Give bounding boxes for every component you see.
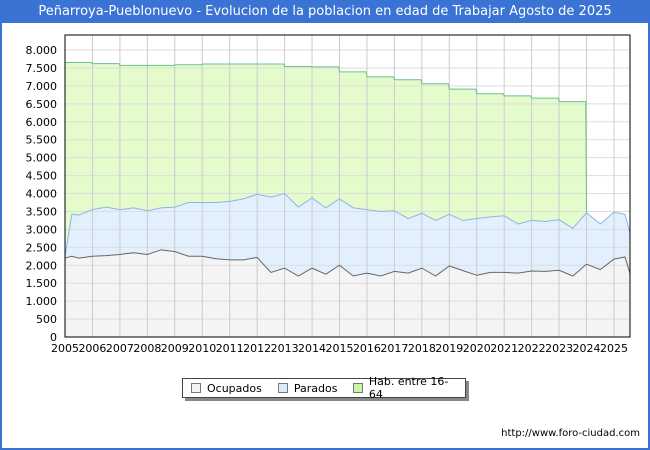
legend-swatch-ocupados bbox=[191, 383, 201, 393]
x-tick-label: 2024 bbox=[573, 342, 601, 355]
x-tick-label: 2014 bbox=[298, 342, 326, 355]
y-tick-label: 1.500 bbox=[26, 277, 58, 290]
x-tick-label: 2012 bbox=[243, 342, 271, 355]
series-line-hab bbox=[65, 62, 588, 213]
x-tick-label: 2006 bbox=[78, 342, 106, 355]
x-tick-label: 2011 bbox=[216, 342, 244, 355]
legend-item-ocupados: Ocupados bbox=[191, 382, 262, 395]
y-tick-label: 8.000 bbox=[26, 44, 58, 57]
y-tick-label: 2.000 bbox=[26, 259, 58, 272]
x-tick-label: 2021 bbox=[490, 342, 518, 355]
y-tick-label: 3.500 bbox=[26, 205, 58, 218]
x-tick-label: 2019 bbox=[435, 342, 463, 355]
y-tick-label: 3.000 bbox=[26, 223, 58, 236]
x-tick-label: 2008 bbox=[133, 342, 161, 355]
y-tick-label: 2.500 bbox=[26, 241, 58, 254]
x-tick-label: 2017 bbox=[380, 342, 408, 355]
x-tick-label: 2013 bbox=[271, 342, 299, 355]
x-tick-label: 2010 bbox=[188, 342, 216, 355]
series-line-parados bbox=[64, 192, 631, 257]
y-tick-label: 4.500 bbox=[26, 170, 58, 183]
x-tick-label: 2016 bbox=[353, 342, 381, 355]
x-tick-label: 2023 bbox=[545, 342, 573, 355]
y-tick-label: 6.000 bbox=[26, 116, 58, 129]
series-line-ocupados bbox=[64, 249, 631, 277]
y-tick-label: 5.500 bbox=[26, 134, 58, 147]
x-tick-label: 2005 bbox=[51, 342, 79, 355]
y-tick-label: 5.000 bbox=[26, 152, 58, 165]
legend-swatch-hab bbox=[353, 383, 363, 393]
y-tick-label: 4.000 bbox=[26, 188, 58, 201]
area-ocupados bbox=[65, 249, 630, 337]
x-tick-label: 2018 bbox=[408, 342, 436, 355]
chart-title: Peñarroya-Pueblonuevo - Evolucion de la … bbox=[0, 0, 650, 23]
legend: Ocupados Parados Hab. entre 16-64 bbox=[182, 375, 466, 401]
source-url: http://www.foro-ciudad.com bbox=[501, 428, 640, 439]
plot-border bbox=[64, 34, 631, 338]
legend-label: Hab. entre 16-64 bbox=[368, 375, 449, 401]
legend-label: Ocupados bbox=[207, 381, 262, 395]
y-tick-label: 0 bbox=[50, 331, 57, 344]
legend-item-hab: Hab. entre 16-64 bbox=[353, 375, 455, 401]
legend-item-parados: Parados bbox=[277, 381, 338, 395]
legend-swatch-parados bbox=[277, 383, 288, 393]
x-tick-label: 2009 bbox=[161, 342, 189, 355]
x-tick-label: 2007 bbox=[106, 342, 134, 355]
x-tick-label: 2025 bbox=[600, 342, 628, 355]
y-tick-label: 7.000 bbox=[26, 80, 58, 93]
y-tick-label: 1.000 bbox=[26, 295, 58, 308]
y-tick-label: 500 bbox=[36, 313, 57, 326]
x-tick-label: 2020 bbox=[463, 342, 491, 355]
legend-label: Parados bbox=[293, 381, 338, 395]
y-tick-label: 7.500 bbox=[26, 62, 58, 75]
y-tick-label: 6.500 bbox=[26, 98, 58, 111]
x-tick-label: 2022 bbox=[518, 342, 546, 355]
x-tick-label: 2015 bbox=[326, 342, 354, 355]
